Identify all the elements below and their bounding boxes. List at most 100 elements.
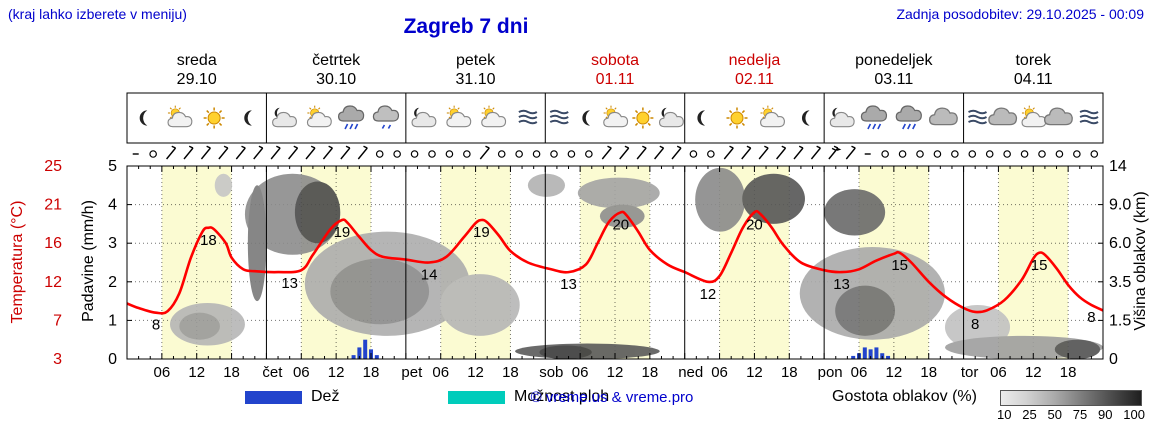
weather-icon-moon-cloud (658, 107, 684, 128)
wind-symbol (305, 145, 316, 160)
weather-icon-fog (518, 109, 538, 125)
wind-symbol (898, 150, 907, 158)
temp-value-label: 15 (1031, 257, 1048, 274)
svg-text:25: 25 (44, 158, 62, 175)
day-header-nedelja: nedelja 02.11 (684, 51, 824, 89)
wind-row (132, 145, 1099, 160)
cloud-region (214, 173, 233, 197)
hour-tick-label: 18 (502, 364, 519, 381)
precip-bar (851, 355, 856, 359)
day-date: 03.11 (874, 71, 914, 88)
wind-symbol (828, 145, 842, 160)
wind-symbol (515, 150, 523, 158)
hour-tick-label: 12 (607, 364, 624, 381)
hour-tick-label: 18 (920, 364, 937, 381)
wind-symbol (393, 150, 401, 158)
temp-value-label: 13 (833, 276, 850, 293)
weather-icon-moon (244, 110, 252, 126)
weather-icon-rain-cloud (895, 105, 922, 130)
svg-text:2: 2 (108, 274, 117, 291)
weather-icon-moon (801, 110, 810, 126)
day-name: nedelja (728, 52, 781, 69)
temp-value-label: 8 (1087, 309, 1095, 326)
temperature-curve (126, 209, 1104, 315)
wind-symbol (1038, 150, 1046, 158)
wind-symbol (340, 145, 351, 160)
hour-tick-label: 06 (432, 364, 449, 381)
last-updated: Zadnja posodobitev: 29.10.2025 - 00:09 (896, 6, 1144, 22)
temp-value-label: 13 (560, 276, 577, 293)
day-header-petek: petek 31.10 (406, 51, 546, 89)
copyright-link[interactable]: © vreme.us & vreme.pro (530, 389, 694, 406)
hour-tick-label: 12 (886, 364, 903, 381)
hour-tick-label: 12 (1025, 364, 1042, 381)
wind-symbol (810, 145, 821, 160)
wind-symbol (218, 145, 229, 160)
wind-symbol (601, 145, 612, 160)
weather-icon-fog (968, 109, 988, 125)
time-axis-labels: 06 12 18 06 12 18 06 12 18 06 12 18 06 12 18 06 12 18 06 12… (154, 364, 1077, 381)
cloud-region (294, 181, 341, 244)
svg-text:12: 12 (44, 274, 62, 291)
day-name: sreda (176, 52, 217, 69)
weather-icon-moon (139, 110, 148, 126)
weather-icon-sun (632, 107, 654, 129)
cloud-region (330, 258, 430, 325)
weather-icon-fog (549, 109, 569, 125)
precip-bar (886, 355, 891, 359)
weather-icon-sun-cloud (446, 105, 472, 128)
day-name: sobota (590, 52, 640, 69)
day-date: 01.11 (595, 71, 635, 88)
day-name: četrtek (312, 52, 361, 69)
showers-legend-swatch (448, 391, 505, 404)
day-date: 29.10 (176, 71, 217, 88)
temp-value-label: 14 (421, 267, 438, 284)
cloud-region (1054, 339, 1101, 359)
svg-text:3.5: 3.5 (1109, 274, 1131, 291)
hour-tick-label: 06 (990, 364, 1007, 381)
density-tick-label: 25 (1022, 407, 1037, 422)
weather-icon-drizzle-cloud (372, 105, 400, 129)
day-date: 04.11 (1013, 71, 1053, 88)
wind-symbol (723, 145, 734, 160)
wind-symbol (1003, 150, 1011, 158)
wind-symbol (270, 145, 281, 160)
precip-bar (363, 339, 368, 359)
day-abbrev-label: čet (262, 364, 283, 381)
wind-symbol (375, 150, 384, 158)
wind-symbol (497, 150, 506, 158)
hour-tick-label: 06 (293, 364, 310, 381)
wind-symbol (671, 145, 682, 160)
hour-tick-label: 18 (642, 364, 659, 381)
cloud-region (599, 204, 645, 228)
wind-symbol (410, 150, 419, 158)
wind-symbol (479, 145, 490, 160)
cloud-region (527, 173, 566, 197)
wind-symbol (793, 145, 804, 160)
weather-icon-sun-cloud (760, 105, 785, 128)
precip-bar (374, 355, 379, 359)
day-abbrev-label: tor (961, 364, 979, 381)
wind-symbol (463, 150, 471, 158)
svg-text:3: 3 (108, 235, 117, 252)
wind-symbol (166, 145, 177, 160)
day-name: petek (455, 52, 496, 69)
density-tick-label: 100 (1123, 407, 1145, 422)
weather-icon-moon-cloud (272, 107, 297, 128)
hour-tick-label: 06 (154, 364, 171, 381)
weather-icon-fog (1079, 109, 1099, 125)
svg-text:9.0: 9.0 (1109, 197, 1131, 214)
weather-icon-moon-cloud (829, 107, 855, 128)
hour-tick-label: 06 (711, 364, 728, 381)
hour-tick-label: 12 (188, 364, 205, 381)
weather-icon-cloud (928, 107, 958, 126)
wind-symbol (689, 150, 698, 158)
wind-symbol (322, 145, 333, 160)
svg-text:0: 0 (1109, 351, 1118, 368)
temperature-tick-labels: 25 21 16 12 7 3 (44, 158, 62, 368)
hour-tick-label: 06 (851, 364, 868, 381)
wind-symbol (235, 145, 246, 160)
wind-symbol (758, 145, 769, 160)
rain-legend-label: Dež (311, 388, 340, 405)
svg-text:7: 7 (53, 312, 62, 329)
